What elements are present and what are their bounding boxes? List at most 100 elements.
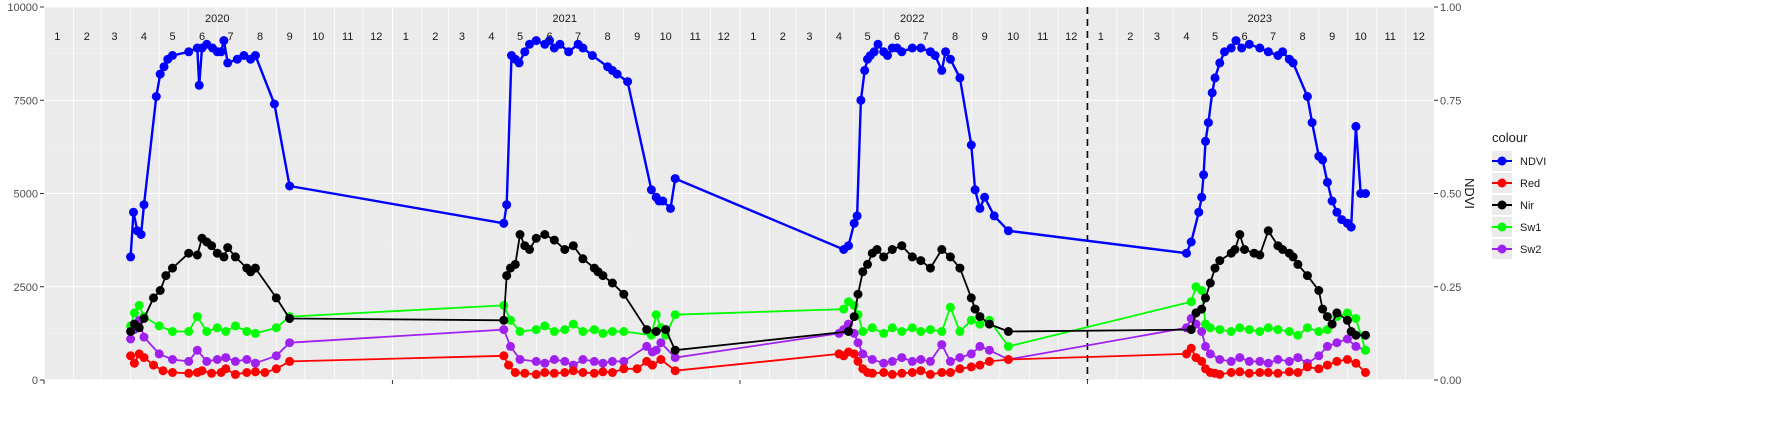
- y-right-tick-label: 0.75: [1440, 95, 1461, 107]
- data-point-sw2: [1342, 334, 1352, 344]
- legend-key-point: [1497, 200, 1507, 210]
- data-point-red: [975, 360, 985, 370]
- data-point-sw2: [202, 356, 212, 366]
- data-point-sw2: [651, 345, 661, 355]
- data-point-red: [1332, 356, 1342, 366]
- data-point-red: [184, 368, 194, 378]
- month-label: 7: [575, 31, 581, 43]
- data-point-sw1: [1351, 314, 1361, 323]
- data-point-red: [1273, 368, 1283, 378]
- month-label: 4: [141, 31, 147, 43]
- month-label: 6: [894, 31, 900, 43]
- data-point-ndvi: [1207, 88, 1217, 98]
- data-point-red: [578, 368, 588, 377]
- month-label: 6: [546, 31, 552, 43]
- data-point-red: [1263, 368, 1273, 377]
- data-point-sw2: [897, 353, 907, 363]
- y-left-tick-label: 10000: [7, 2, 38, 14]
- legend-item-ndvi: NDVI: [1492, 151, 1546, 171]
- data-point-ndvi: [136, 230, 146, 239]
- data-point-ndvi: [194, 80, 204, 90]
- data-point-red: [540, 368, 550, 377]
- month-label: 7: [228, 31, 234, 43]
- data-point-sw1: [598, 328, 608, 338]
- data-point-nir: [1318, 304, 1328, 314]
- data-point-nir: [907, 252, 917, 262]
- data-point-nir: [271, 293, 281, 303]
- data-point-red: [1197, 356, 1207, 366]
- data-point-ndvi: [966, 140, 976, 150]
- data-point-nir: [1322, 312, 1332, 322]
- month-label: 5: [169, 31, 175, 43]
- data-point-red: [149, 360, 158, 370]
- data-point-nir: [549, 235, 559, 245]
- data-point-ndvi: [514, 58, 524, 68]
- data-point-ndvi: [1263, 47, 1273, 57]
- month-label: 9: [287, 31, 293, 43]
- month-label: 12: [718, 31, 730, 43]
- month-label: 6: [199, 31, 205, 43]
- series-layer: [126, 36, 1370, 379]
- month-label: 12: [1065, 31, 1077, 43]
- month-label: 10: [1007, 31, 1019, 43]
- data-point-sw1: [925, 325, 935, 335]
- month-label: 2: [780, 31, 786, 43]
- data-point-sw2: [589, 356, 599, 366]
- data-point-nir: [510, 259, 520, 269]
- data-point-sw1: [1215, 325, 1225, 335]
- data-point-sw2: [975, 341, 985, 351]
- data-point-ndvi: [916, 43, 926, 53]
- data-point-sw1: [250, 328, 260, 338]
- data-point-sw1: [129, 308, 139, 318]
- data-point-sw1: [607, 327, 617, 336]
- data-point-ndvi: [578, 43, 588, 53]
- month-label: 5: [517, 31, 523, 43]
- data-point-ndvi: [520, 47, 530, 57]
- data-point-sw2: [230, 356, 240, 366]
- data-point-ndvi: [666, 203, 675, 213]
- data-point-red: [520, 368, 530, 378]
- data-point-nir: [1215, 256, 1225, 266]
- month-label: 9: [634, 31, 640, 43]
- y-right-tick-label: 0.25: [1440, 282, 1461, 294]
- data-point-red: [937, 368, 947, 377]
- legend-item-sw2: Sw2: [1492, 239, 1541, 259]
- data-point-nir: [1197, 304, 1207, 314]
- data-point-sw2: [139, 332, 149, 342]
- data-point-red: [549, 368, 559, 378]
- data-point-sw1: [887, 323, 897, 333]
- data-point-sw2: [1332, 338, 1342, 348]
- data-point-ndvi: [646, 185, 656, 195]
- data-point-nir: [887, 245, 897, 254]
- data-point-red: [656, 355, 666, 364]
- data-point-red: [1255, 368, 1265, 377]
- data-point-nir: [134, 323, 144, 333]
- data-point-nir: [1003, 327, 1013, 336]
- data-point-nir: [250, 263, 260, 273]
- data-point-sw1: [1342, 308, 1352, 318]
- data-point-sw2: [1273, 355, 1283, 364]
- data-point-sw2: [879, 358, 889, 368]
- data-point-ndvi: [219, 36, 229, 46]
- data-point-ndvi: [1346, 222, 1356, 232]
- data-point-sw1: [1255, 327, 1265, 336]
- data-point-sw1: [1244, 325, 1254, 335]
- data-point-red: [1235, 367, 1245, 377]
- data-point-sw2: [1226, 356, 1236, 366]
- month-label: 6: [1241, 31, 1247, 43]
- data-point-nir: [970, 304, 980, 314]
- data-point-sw1: [589, 325, 599, 335]
- data-point-sw2: [499, 325, 509, 335]
- series-line-nir: [129, 229, 1366, 352]
- data-point-sw1: [230, 321, 240, 331]
- data-point-sw1: [506, 315, 515, 325]
- data-point-red: [607, 368, 617, 377]
- data-point-sw2: [858, 349, 868, 359]
- data-point-red: [589, 368, 599, 378]
- y-right-tick-label: 0.50: [1440, 189, 1461, 201]
- data-point-sw1: [916, 327, 926, 336]
- data-point-red: [887, 369, 897, 379]
- data-point-red: [897, 368, 907, 378]
- data-point-ndvi: [155, 69, 165, 79]
- data-point-sw1: [515, 327, 525, 336]
